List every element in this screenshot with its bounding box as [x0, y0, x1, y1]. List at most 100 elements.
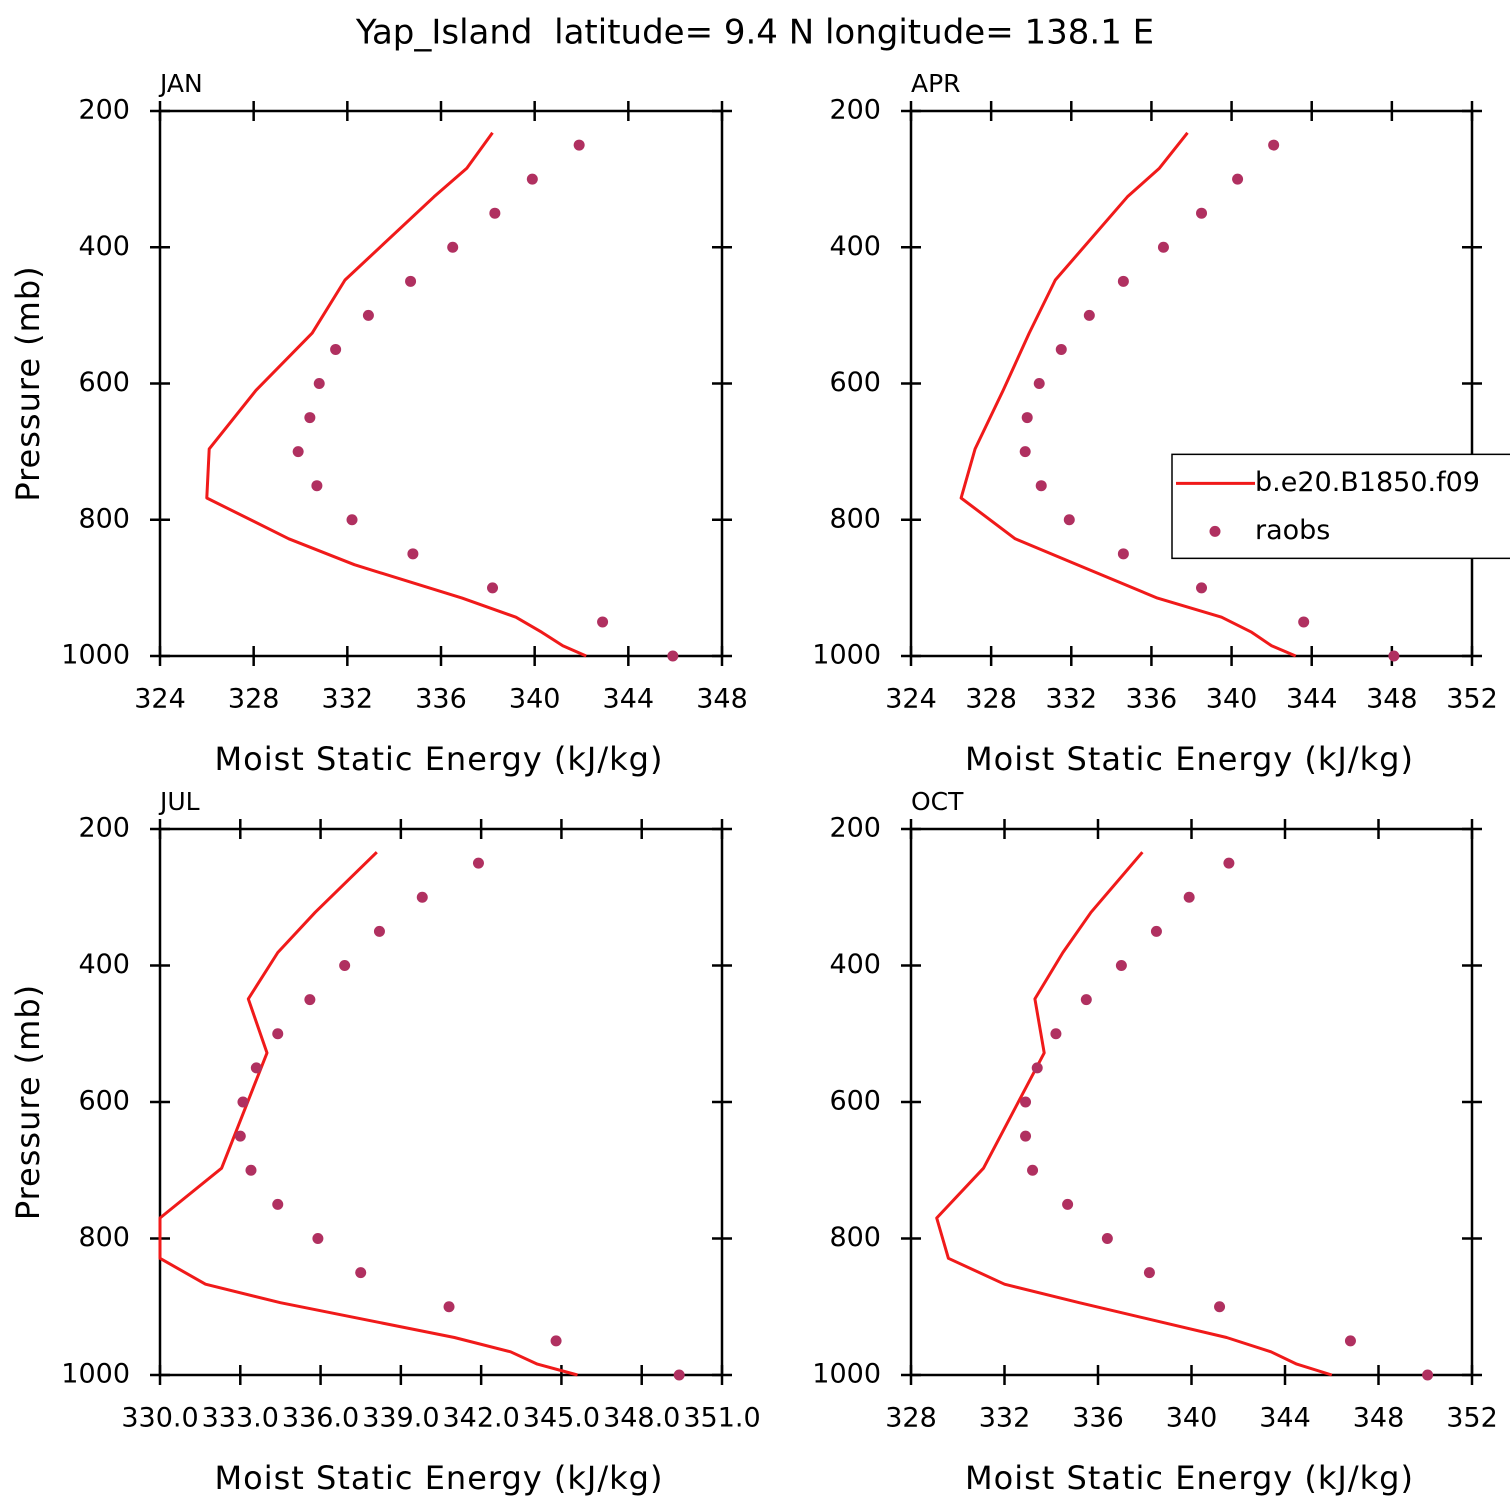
data-point — [355, 1267, 367, 1279]
data-point — [1143, 1267, 1155, 1279]
data-point — [272, 1028, 284, 1040]
x-tick-label: 348 — [1353, 1403, 1405, 1434]
x-tick-label: 344 — [1259, 1403, 1311, 1434]
legend-marker — [1209, 525, 1221, 537]
data-point — [443, 1301, 455, 1313]
y-tick-label: 200 — [78, 95, 130, 126]
data-point — [1214, 1301, 1226, 1313]
y-tick-label: 1000 — [812, 640, 881, 671]
data-point — [1031, 1062, 1043, 1074]
y-tick-label: 800 — [78, 1222, 130, 1253]
x-tick-label: 351.0 — [683, 1403, 760, 1434]
x-tick-label: 333.0 — [202, 1403, 279, 1434]
x-axis-label: Moist Static Energy (kJ/kg) — [965, 740, 1414, 778]
data-point — [312, 1233, 324, 1244]
x-tick-label: 336 — [1072, 1403, 1124, 1434]
x-tick-label: 328 — [228, 684, 280, 715]
y-tick-label: 1000 — [812, 1359, 881, 1390]
x-tick-label: 336.0 — [282, 1403, 359, 1434]
data-point — [1344, 1335, 1356, 1347]
data-point — [487, 582, 499, 594]
legend-label: b.e20.B1850.f09 — [1255, 467, 1480, 498]
data-point — [272, 1198, 284, 1210]
x-tick-label: 352 — [1446, 684, 1498, 715]
data-point — [1157, 241, 1169, 253]
data-point — [1196, 582, 1208, 594]
x-tick-label: 345.0 — [523, 1403, 600, 1434]
legend-box — [1171, 453, 1510, 560]
x-tick-label: 348.0 — [603, 1403, 680, 1434]
data-point — [1150, 925, 1162, 937]
x-axis-label: Moist Static Energy (kJ/kg) — [215, 1459, 664, 1497]
y-tick-label: 1000 — [61, 1359, 130, 1390]
data-point — [292, 446, 304, 458]
data-point — [1035, 480, 1047, 492]
data-point — [237, 1096, 249, 1108]
data-point — [339, 960, 351, 971]
data-point — [1232, 173, 1244, 185]
x-tick-label: 344 — [1286, 684, 1338, 715]
panel-title: JUL — [158, 787, 200, 816]
y-axis-label: Pressure (mb) — [9, 265, 47, 501]
data-point — [1020, 1096, 1032, 1108]
x-axis-label: Moist Static Energy (kJ/kg) — [215, 740, 664, 778]
data-point — [489, 207, 501, 219]
x-tick-label: 339.0 — [362, 1403, 439, 1434]
x-axis-label: Moist Static Energy (kJ/kg) — [965, 1459, 1414, 1497]
y-tick-label: 600 — [829, 1086, 881, 1117]
figure-title: Yap_Island latitude= 9.4 N longitude= 13… — [355, 13, 1154, 53]
data-point — [673, 1369, 685, 1381]
panel-title: APR — [911, 69, 961, 98]
panel-title: JAN — [158, 69, 203, 98]
data-point — [1062, 1198, 1074, 1210]
data-point — [407, 548, 419, 560]
data-point — [1033, 378, 1045, 389]
x-tick-label: 352 — [1446, 1403, 1498, 1434]
data-point — [447, 241, 459, 253]
model-line — [158, 851, 578, 1377]
data-point — [1080, 994, 1092, 1006]
data-point — [416, 891, 428, 903]
y-tick-label: 800 — [829, 503, 881, 534]
x-tick-label: 328 — [965, 684, 1017, 715]
x-tick-label: 348 — [696, 684, 748, 715]
data-point — [597, 616, 609, 628]
data-point — [1117, 548, 1129, 560]
plot-frame — [909, 827, 1474, 1377]
y-tick-label: 200 — [829, 813, 881, 844]
y-tick-label: 1000 — [61, 640, 130, 671]
data-point — [1055, 343, 1067, 355]
y-tick-label: 400 — [829, 949, 881, 980]
data-point — [1050, 1028, 1062, 1040]
data-point — [234, 1130, 246, 1142]
x-tick-label: 332 — [979, 1403, 1031, 1434]
x-tick-label: 332 — [1046, 684, 1098, 715]
data-point — [1183, 891, 1195, 903]
model-line — [205, 131, 587, 658]
data-point — [472, 857, 484, 869]
panel-title: OCT — [911, 787, 964, 816]
data-point — [1196, 207, 1208, 219]
data-point — [1298, 616, 1310, 628]
plot-frame — [158, 827, 724, 1377]
x-tick-label: 324 — [134, 684, 186, 715]
data-point — [245, 1164, 257, 1176]
data-point — [1101, 1233, 1113, 1244]
data-point — [1268, 139, 1280, 151]
x-tick-label: 348 — [1366, 684, 1418, 715]
data-point — [1117, 275, 1129, 287]
x-tick-label: 344 — [603, 684, 655, 715]
legend-label: raobs — [1255, 515, 1330, 546]
data-point — [1422, 1369, 1434, 1381]
plot-frame — [158, 109, 724, 658]
data-point — [313, 378, 325, 389]
data-point — [1063, 514, 1075, 526]
data-point — [667, 650, 679, 662]
x-tick-label: 336 — [415, 684, 467, 715]
model-line — [959, 131, 1297, 658]
data-point — [311, 480, 323, 492]
data-point — [250, 1062, 262, 1074]
y-tick-label: 400 — [78, 231, 130, 262]
data-point — [550, 1335, 562, 1347]
